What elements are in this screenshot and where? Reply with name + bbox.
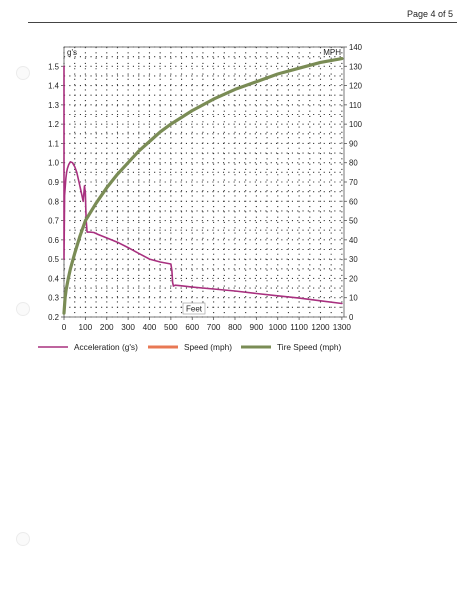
y-left-tick-label: 1.3 <box>48 101 59 110</box>
x-tick-label: 400 <box>143 323 157 332</box>
y-right-tick-label: 60 <box>349 197 358 206</box>
y-right-unit-label: MPH <box>323 48 341 57</box>
x-tick-label: 1200 <box>311 323 330 332</box>
punch-hole-middle <box>16 302 30 316</box>
y-right-tick-label: 90 <box>349 139 358 148</box>
y-right-tick-label: 70 <box>349 178 358 187</box>
y-right-tick-label: 40 <box>349 236 358 245</box>
y-left-tick-label: 0.6 <box>48 236 59 245</box>
legend-label: Speed (mph) <box>184 342 232 352</box>
y-left-tick-label: 1.4 <box>48 82 60 91</box>
x-tick-label: 1000 <box>269 323 288 332</box>
series-line <box>62 57 344 315</box>
y-right-tick-label: 140 <box>349 43 363 52</box>
x-tick-label: 900 <box>250 323 264 332</box>
punch-hole-top <box>16 66 30 80</box>
y-right-tick-label: 110 <box>349 101 362 110</box>
dotted-grid <box>63 46 344 318</box>
x-tick-label: 700 <box>207 323 221 332</box>
y-right-tick-label: 30 <box>349 255 358 264</box>
x-tick-label: 300 <box>121 323 135 332</box>
x-tick-label: 200 <box>100 323 114 332</box>
y-right-tick-label: 100 <box>349 120 363 129</box>
y-right-tick-label: 0 <box>349 313 354 322</box>
chart-container: 0 100 200 300 400 500 600 700 800 900 1000 1100 1200… <box>0 30 463 370</box>
y-left-tick-label: 1.2 <box>48 120 59 129</box>
y-left-tick-label: 0.4 <box>48 274 60 283</box>
x-tick-label: 0 <box>62 323 67 332</box>
y-left-tick-label: 0.8 <box>48 197 59 206</box>
tick-labels: 0 100 200 300 400 500 600 700 800 900 1000 1100 1200… <box>48 43 363 332</box>
page-header: Page 4 of 5 <box>0 0 463 30</box>
y-left-tick-label: 1.0 <box>48 159 60 168</box>
performance-chart: 0 100 200 300 400 500 600 700 800 900 1000 1100 1200… <box>38 43 363 352</box>
y-left-tick-label: 0.9 <box>48 178 59 187</box>
legend-label: Acceleration (g's) <box>74 342 138 352</box>
series-line <box>63 65 343 305</box>
legend: Acceleration (g's) Speed (mph) Tire Speed … <box>38 342 341 352</box>
y-left-tick-label: 0.5 <box>48 255 60 264</box>
x-tick-label: 1100 <box>290 323 308 332</box>
y-left-tick-label: 0.2 <box>48 313 59 322</box>
y-left-tick-label: 0.3 <box>48 294 59 303</box>
x-tick-label: 800 <box>228 323 242 332</box>
x-tick-label: 100 <box>79 323 93 332</box>
page-number: Page 4 of 5 <box>406 9 453 19</box>
y-right-tick-label: 50 <box>349 217 358 226</box>
plot-frame <box>63 46 345 318</box>
plot-border <box>63 46 345 318</box>
y-left-tick-label: 0.7 <box>48 217 59 226</box>
y-right-tick-label: 120 <box>349 82 363 91</box>
x-axis-label: Feet <box>186 305 203 314</box>
series-lines <box>62 57 344 315</box>
y-right-tick-label: 10 <box>349 294 358 303</box>
y-right-tick-label: 80 <box>349 159 358 168</box>
y-right-tick-label: 130 <box>349 62 363 71</box>
header-rule <box>28 22 457 23</box>
y-right-tick-label: 20 <box>349 274 358 283</box>
y-left-tick-label: 1.5 <box>48 62 60 71</box>
y-left-unit-label: g's <box>67 48 77 57</box>
axis-unit-labels: g's MPH Feet <box>67 48 341 315</box>
punch-hole-bottom <box>16 532 30 546</box>
y-left-tick-label: 1.1 <box>48 139 59 148</box>
x-tick-label: 500 <box>164 323 178 332</box>
x-axis-label-box <box>182 302 206 315</box>
x-tick-label: 600 <box>185 323 199 332</box>
x-tick-label: 1300 <box>333 323 352 332</box>
legend-label: Tire Speed (mph) <box>277 342 341 352</box>
